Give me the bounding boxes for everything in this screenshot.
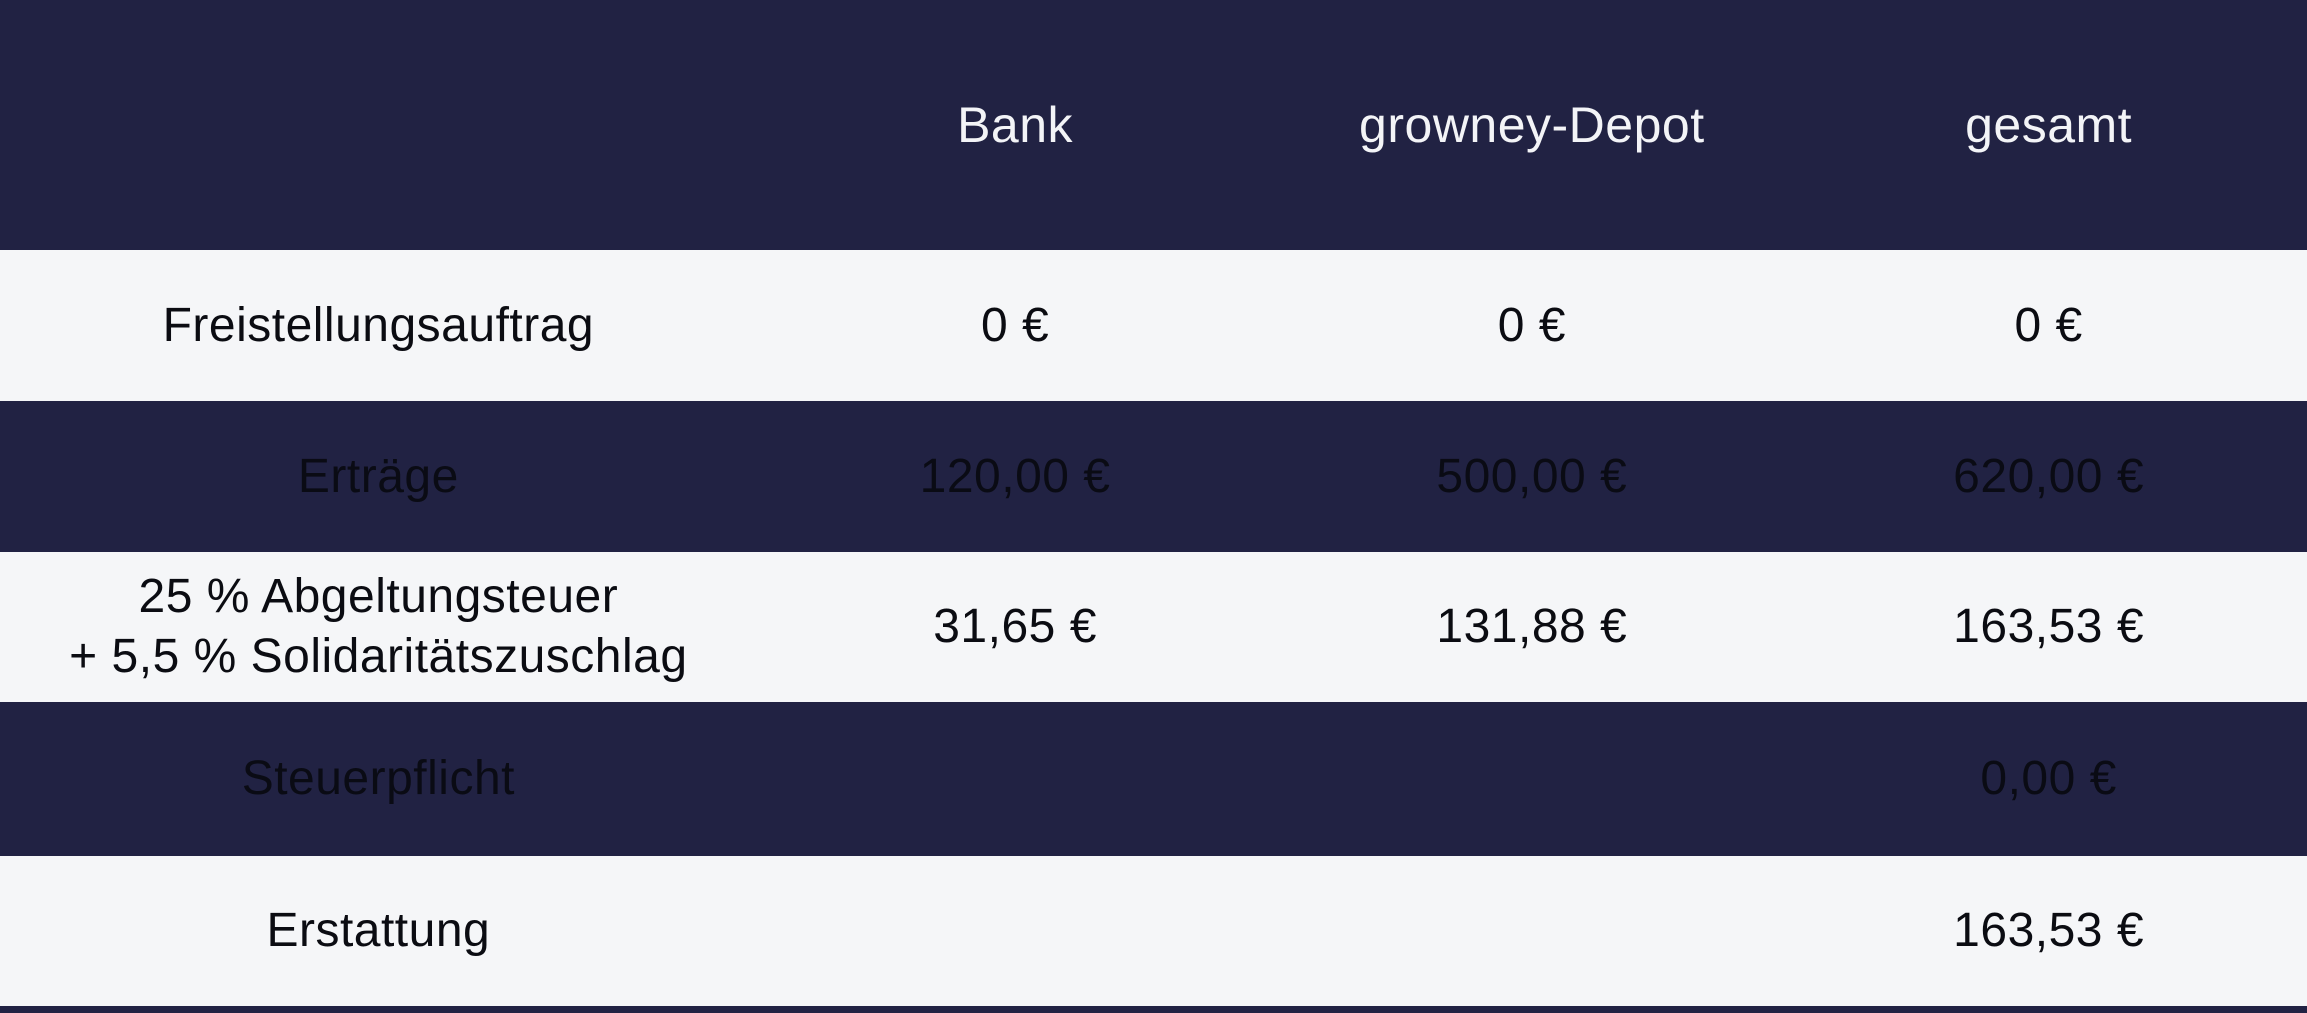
header-cell-growney-depot: growney-Depot <box>1359 96 1705 153</box>
row-label: Freistellungsauftrag <box>162 298 595 352</box>
row-label: Erträge <box>297 449 459 503</box>
cell-bank: 31,65 € <box>933 600 1097 653</box>
cell-gesamt: 0 € <box>2014 298 2083 352</box>
cell-growney-depot: 131,88 € <box>1436 600 1628 653</box>
table-row-freistellungsauftrag: Freistellungsauftrag 0 € 0 € 0 € <box>0 250 2307 401</box>
cell-gesamt: 0,00 € <box>1980 752 2117 805</box>
table-row-abgeltungsteuer-soli: 25 % Abgeltungsteuer + 5,5 % Solidarität… <box>0 552 2307 702</box>
cell-gesamt: 620,00 € <box>1953 449 2145 503</box>
table-row-erstattung: Erstattung 163,53 € <box>0 856 2307 1006</box>
table-header-row: Bank growney-Depot gesamt <box>0 0 2307 250</box>
cell-gesamt: 163,53 € <box>1953 904 2145 957</box>
cell-growney-depot: 500,00 € <box>1436 449 1628 503</box>
cell-growney-depot: 0 € <box>1497 298 1566 352</box>
row-label: Steuerpflicht <box>241 752 515 805</box>
row-label: Erstattung <box>266 904 491 957</box>
bottom-divider <box>0 1006 2307 1013</box>
cell-gesamt: 163,53 € <box>1953 600 2145 653</box>
header-cell-bank: Bank <box>957 96 1074 153</box>
cell-bank: 120,00 € <box>919 449 1111 503</box>
cell-bank: 0 € <box>980 298 1050 352</box>
table-row-steuerpflicht: Steuerpflicht 0,00 € <box>0 702 2307 856</box>
header-cell-gesamt: gesamt <box>1965 96 2133 153</box>
row-label: 25 % Abgeltungsteuer + 5,5 % Solidarität… <box>69 570 688 683</box>
table-row-ertraege: Erträge 120,00 € 500,00 € 620,00 € <box>0 401 2307 552</box>
